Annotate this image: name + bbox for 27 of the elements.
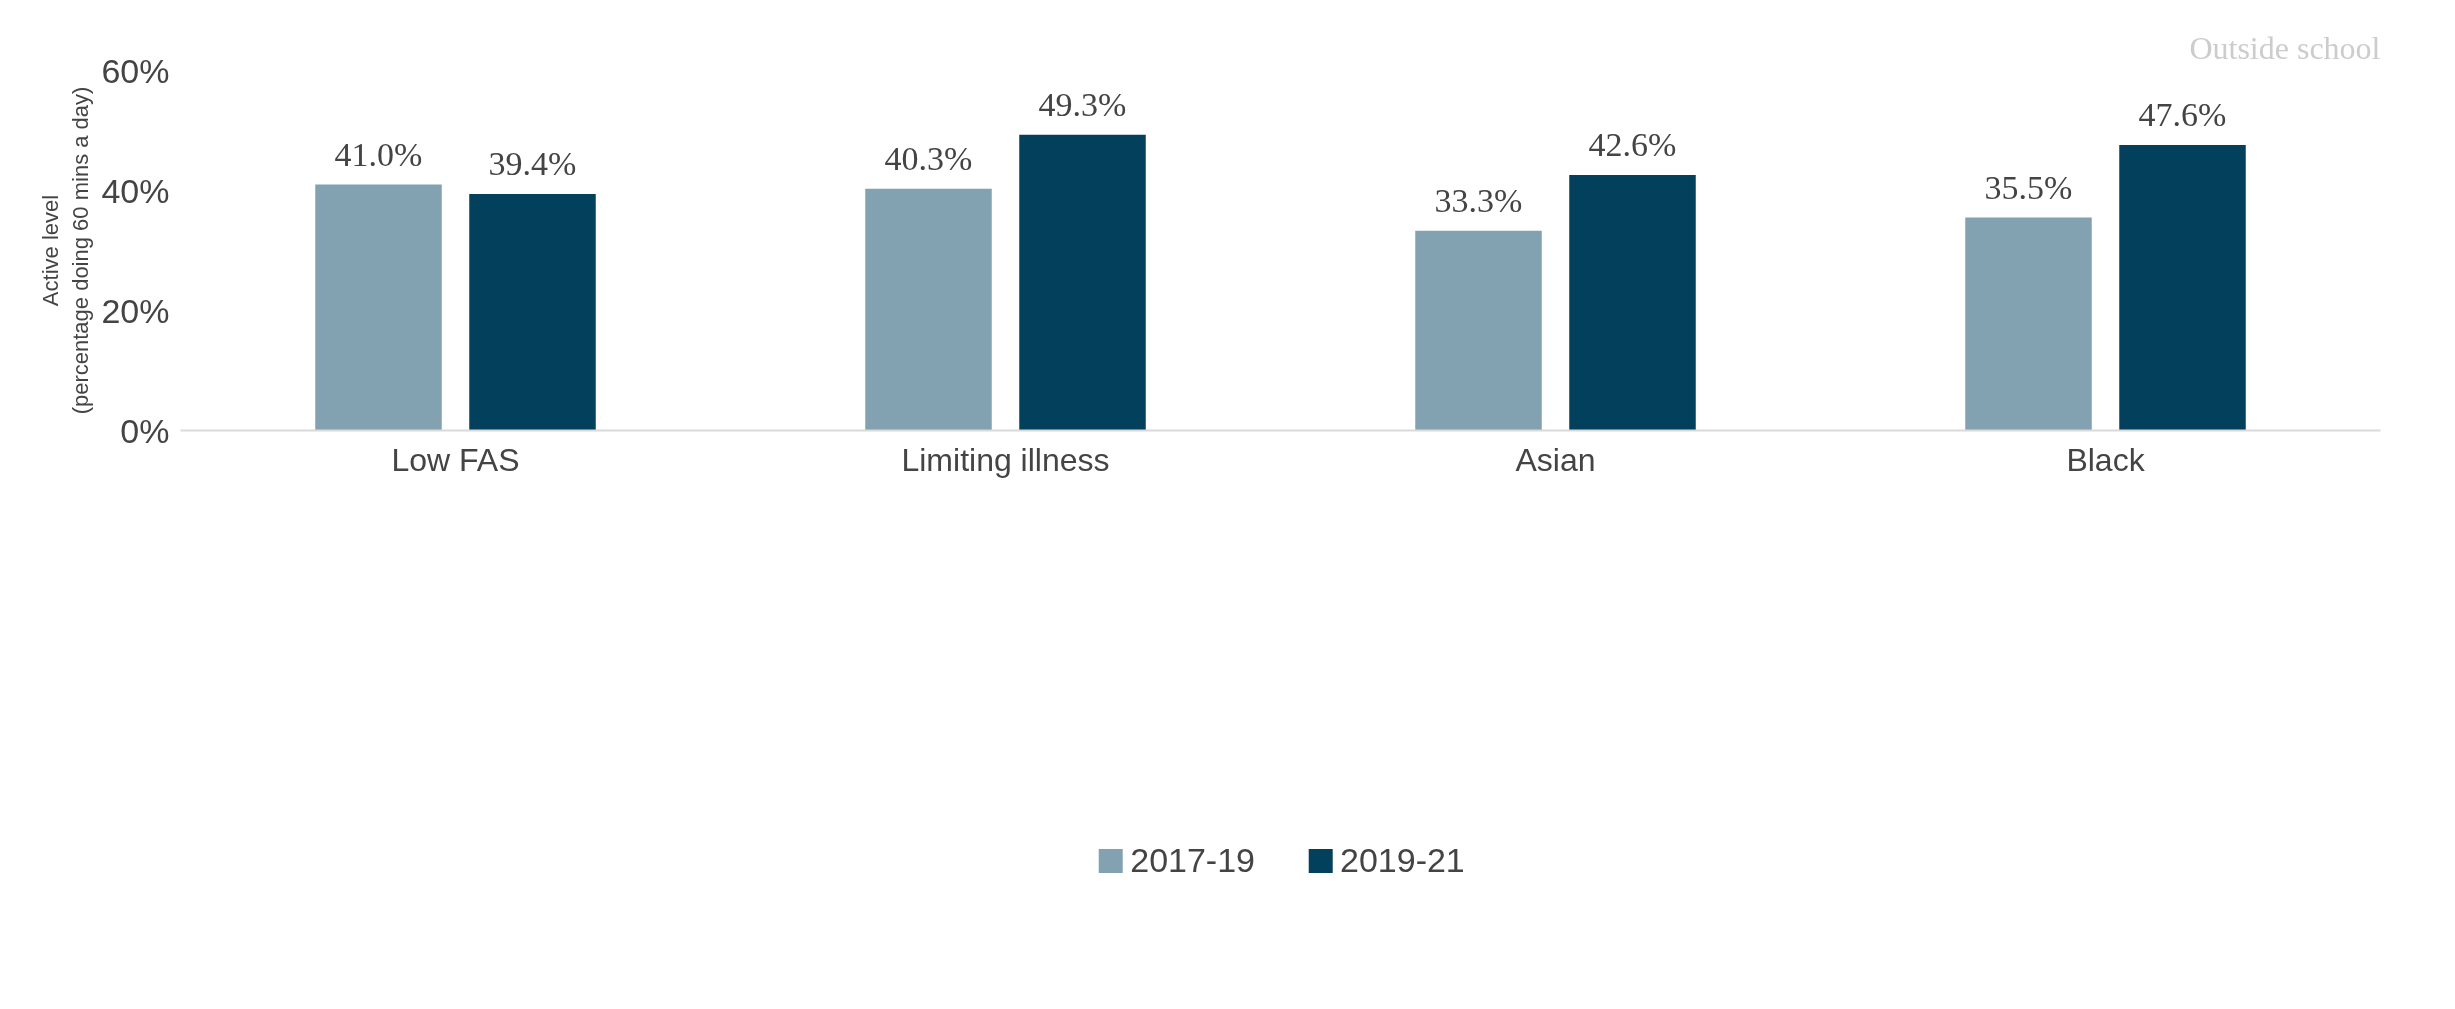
- y-tick-label: 20%: [101, 291, 170, 330]
- legend-label: 2019-21: [1340, 840, 1465, 880]
- data-label: 39.4%: [488, 145, 577, 183]
- data-label: 47.6%: [2138, 95, 2227, 133]
- y-tick-label: 40%: [101, 171, 170, 210]
- x-tick-label: Low FAS: [391, 441, 520, 478]
- data-label: 33.3%: [1434, 181, 1523, 219]
- bar: [865, 188, 992, 431]
- legend-label: 2017-19: [1130, 840, 1255, 880]
- x-tick-label: Asian: [1515, 441, 1596, 478]
- y-axis-title: Active level (percentage doing 60 mins a day): [38, 86, 94, 415]
- data-label: 41.0%: [334, 135, 423, 173]
- bar: [315, 184, 442, 431]
- data-label: 49.3%: [1038, 85, 1127, 123]
- bar: [1019, 134, 1146, 431]
- data-label: 40.3%: [884, 139, 973, 177]
- data-label: 35.5%: [1984, 168, 2073, 206]
- bar: [1965, 217, 2092, 431]
- bar: [2119, 144, 2246, 431]
- bar: [469, 194, 596, 431]
- y-tick-label: 0%: [120, 411, 170, 450]
- bar: [1569, 174, 1696, 431]
- y-tick-label: 60%: [101, 51, 170, 90]
- x-tick-label: Black: [2066, 441, 2146, 478]
- data-label: 42.6%: [1588, 125, 1677, 163]
- bar: [1415, 230, 1542, 431]
- x-tick-label: Limiting illness: [901, 441, 1110, 478]
